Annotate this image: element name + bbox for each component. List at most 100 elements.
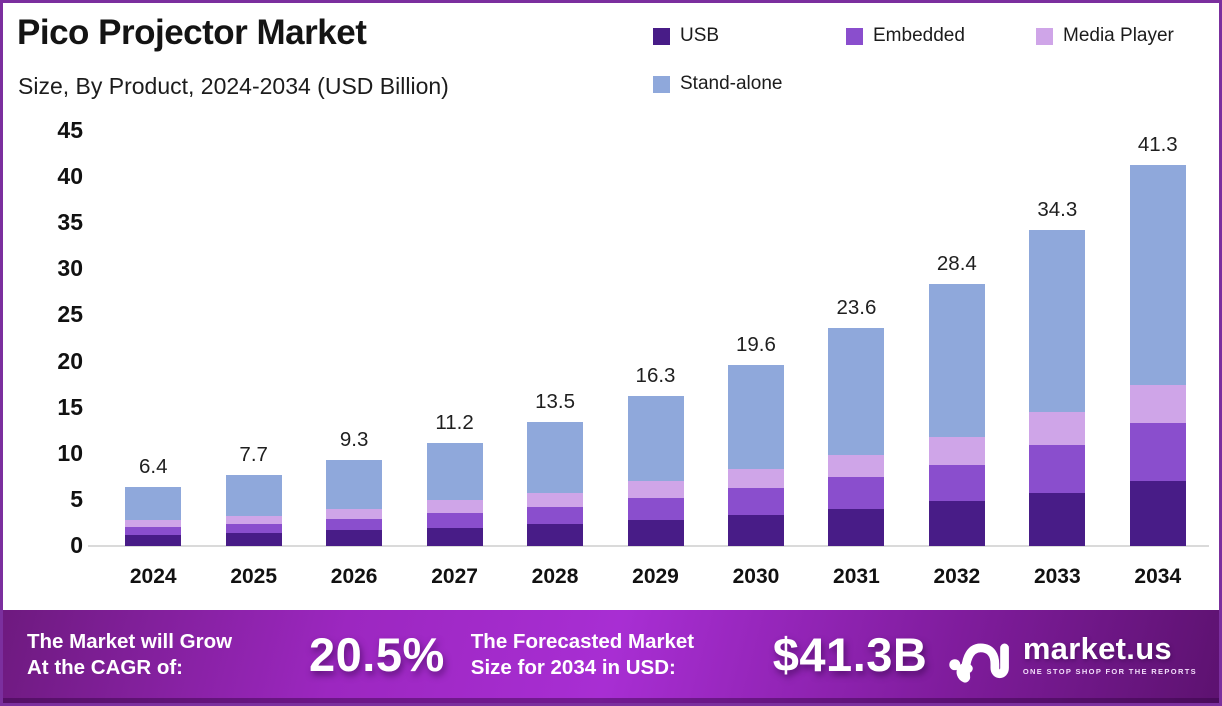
x-axis-tick-label: 2029 (632, 565, 679, 588)
bar-segment-usb (627, 520, 684, 546)
x-axis-tick-label: 2033 (1033, 565, 1081, 588)
brand-block: market.us ONE STOP SHOP FOR THE REPORTS (949, 627, 1197, 683)
bar-segment-usb (928, 500, 985, 546)
bar-segment-usb (225, 533, 282, 546)
x-axis-tick-label: 2030 (732, 565, 780, 588)
bar-total-label: 11.2 (435, 410, 474, 434)
legend-label: Media Player (1063, 25, 1174, 46)
x-axis-tick-label: 2025 (230, 565, 278, 588)
legend-item-usb: USB (653, 25, 846, 47)
x-axis-tick-label: 2028 (531, 565, 579, 588)
y-axis-tick-label: 20 (57, 347, 83, 374)
legend-item-media-player: Media Player (1036, 25, 1218, 47)
cagr-label: The Market will Grow At the CAGR of: (27, 629, 295, 681)
x-axis-tick-label: 2034 (1134, 565, 1182, 588)
bar-segment-usb (125, 534, 182, 546)
bar-segment-stand-alone (1129, 165, 1186, 385)
y-axis-tick-label: 30 (57, 255, 83, 282)
bar-segment-embedded (225, 523, 282, 534)
legend-swatch-icon (653, 75, 670, 93)
legend-label: USB (680, 25, 720, 46)
bar-segment-embedded (1129, 423, 1186, 482)
bar-segment-embedded (928, 464, 985, 501)
bar-segment-embedded (125, 526, 182, 535)
bar-segment-usb (727, 514, 784, 546)
bar-segment-embedded (326, 519, 383, 531)
bar-segment-usb (326, 530, 383, 546)
bar-segment-embedded (828, 476, 885, 510)
bar-segment-media-player (1029, 412, 1086, 445)
bottom-banner: The Market will Grow At the CAGR of: 20.… (3, 610, 1219, 703)
bar-total-label: 34.3 (1037, 197, 1078, 221)
bar-segment-embedded (727, 487, 784, 515)
bar-segment-media-player (928, 437, 985, 465)
x-axis-tick-label: 2031 (833, 565, 880, 588)
legend-swatch-icon (846, 27, 863, 45)
bar-segment-stand-alone (326, 460, 383, 510)
bar-segment-media-player (326, 509, 383, 520)
bar-segment-usb (426, 527, 483, 546)
legend-item-embedded: Embedded (846, 25, 1036, 47)
bar-segment-usb (828, 509, 885, 546)
bar-segment-media-player (828, 454, 885, 477)
bar-total-label: 23.6 (836, 296, 877, 320)
bar-segment-stand-alone (727, 365, 784, 470)
forecast-value: $41.3B (772, 628, 928, 681)
marketus-logo-icon (949, 643, 1009, 683)
bar-segment-stand-alone (125, 486, 182, 521)
bar-segment-stand-alone (426, 442, 483, 500)
bar-segment-embedded (627, 498, 684, 521)
bar-segment-media-player (627, 481, 684, 499)
bar-segment-media-player (727, 469, 784, 488)
legend: USB Embedded Media Player Stand-alone (653, 25, 1218, 95)
brand-tagline: ONE STOP SHOP FOR THE REPORTS (1022, 667, 1197, 676)
chart-subtitle: Size, By Product, 2024-2034 (USD Billion… (18, 73, 449, 99)
x-axis-line (88, 545, 1209, 547)
y-axis-tick-label: 45 (57, 117, 83, 143)
bar-segment-media-player (426, 499, 483, 513)
bar-segment-stand-alone (527, 421, 584, 494)
bar-total-label: 7.7 (239, 442, 268, 466)
legend-item-stand-alone: Stand-alone (653, 73, 846, 95)
x-axis-tick-label: 2032 (933, 565, 981, 588)
legend-label: Embedded (873, 25, 965, 46)
brand-name: market.us (1022, 631, 1172, 666)
bar-total-label: 6.4 (138, 454, 168, 478)
bar-segment-media-player (527, 493, 584, 508)
bar-segment-stand-alone (225, 474, 282, 516)
forecast-label-line1: The Forecasted Market (470, 629, 695, 653)
bar-total-label: 13.5 (535, 389, 575, 413)
legend-swatch-icon (1036, 27, 1053, 45)
bar-segment-stand-alone (1029, 229, 1086, 413)
y-axis-tick-label: 0 (70, 532, 83, 558)
bar-total-label: 19.6 (736, 333, 776, 357)
forecast-label-line2: Size for 2034 in USD: (470, 655, 676, 679)
bar-segment-usb (1029, 492, 1086, 546)
bar-segment-usb (1129, 481, 1186, 546)
bar-total-label: 28.4 (936, 252, 977, 276)
bar-total-label: 16.3 (635, 363, 676, 387)
bar-total-label: 41.3 (1137, 133, 1178, 157)
bar-segment-stand-alone (928, 284, 985, 438)
bar-segment-media-player (225, 515, 282, 524)
cagr-label-line1: The Market will Grow (27, 629, 233, 653)
bar-segment-embedded (1029, 444, 1086, 493)
x-axis-tick-label: 2024 (129, 565, 177, 588)
bar-segment-stand-alone (828, 328, 885, 455)
bar-segment-embedded (527, 507, 584, 524)
cagr-value: 20.5% (309, 628, 445, 681)
legend-label: Stand-alone (680, 73, 783, 94)
forecast-label: The Forecasted Market Size for 2034 in U… (471, 629, 763, 681)
bar-segment-media-player (1129, 384, 1186, 424)
y-axis-tick-label: 35 (57, 209, 83, 236)
bar-total-label: 9.3 (339, 428, 369, 452)
legend-swatch-icon (653, 27, 670, 45)
x-axis-tick-label: 2026 (330, 565, 378, 588)
y-axis-tick-label: 10 (57, 439, 83, 466)
y-axis-tick-label: 40 (57, 163, 83, 190)
bar-segment-media-player (125, 520, 182, 527)
y-axis-tick-label: 15 (57, 393, 83, 420)
plot-area: 0 5 10 15 20 25 30 35 40 45 6.4 2024 7.7 2025 9.3 2026 1… (3, 117, 1219, 599)
chart-title: Pico Projector Market (17, 13, 367, 52)
